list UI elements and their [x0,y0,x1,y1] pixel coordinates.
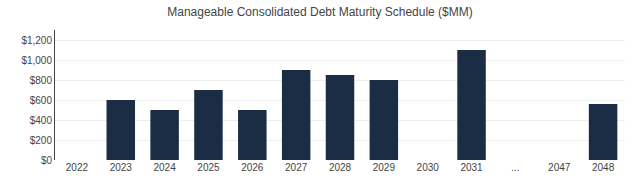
svg-text:2028: 2028 [329,162,352,173]
svg-text:2024: 2024 [153,162,176,173]
svg-text:2031: 2031 [460,162,483,173]
svg-text:2047: 2047 [548,162,571,173]
svg-text:$0: $0 [41,155,53,166]
svg-text:$600: $600 [30,95,53,106]
svg-text:2022: 2022 [66,162,89,173]
svg-text:$200: $200 [30,135,53,146]
svg-text:2023: 2023 [110,162,133,173]
svg-text:$1,000: $1,000 [21,55,52,66]
svg-text:2026: 2026 [241,162,264,173]
svg-text:2030: 2030 [417,162,440,173]
svg-text:$800: $800 [30,75,53,86]
svg-text:...: ... [511,162,519,173]
svg-text:2025: 2025 [197,162,220,173]
svg-text:2029: 2029 [373,162,396,173]
svg-text:Manageable Consolidated Debt M: Manageable Consolidated Debt Maturity Sc… [167,5,473,19]
svg-text:$400: $400 [30,115,53,126]
svg-text:2048: 2048 [592,162,615,173]
svg-text:$1,200: $1,200 [21,35,52,46]
svg-text:2027: 2027 [285,162,308,173]
